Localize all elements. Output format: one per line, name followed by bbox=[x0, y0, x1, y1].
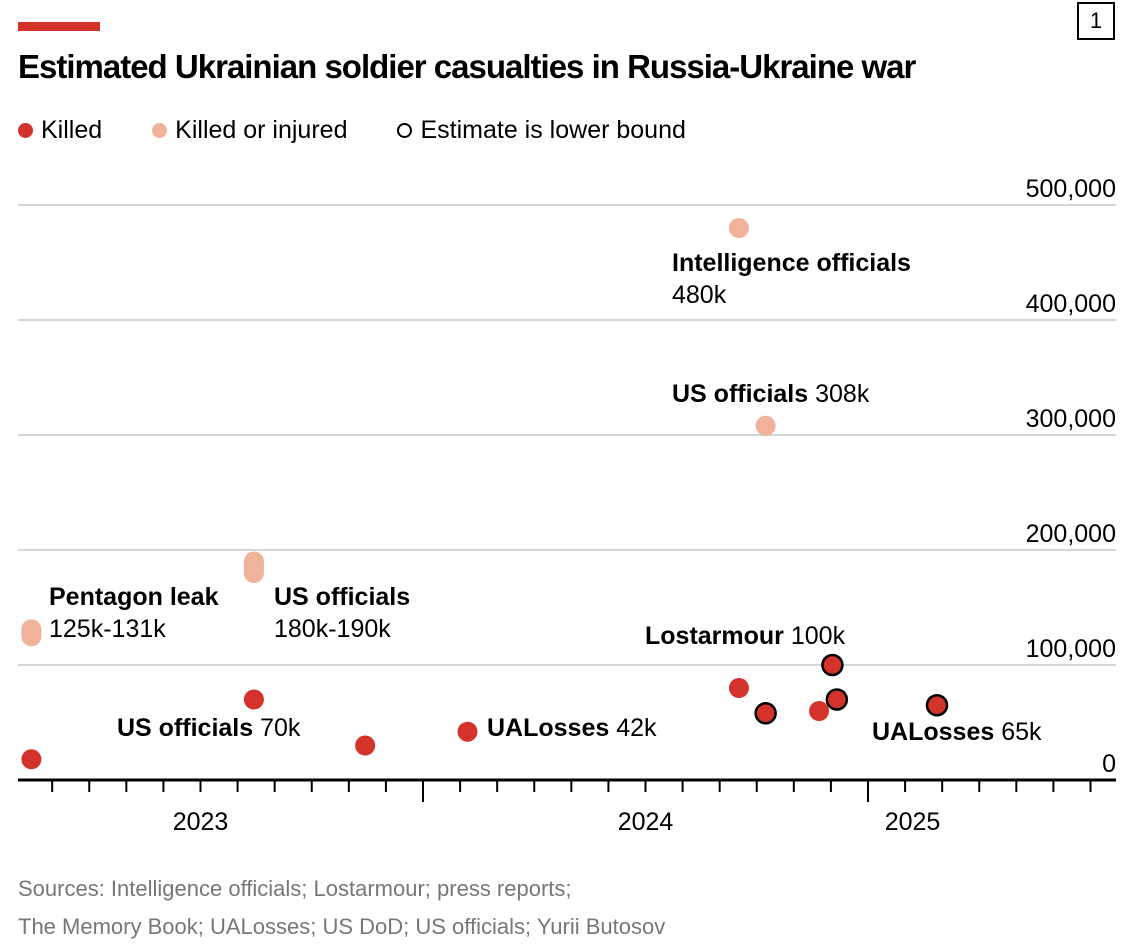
annotation-intelligence: Intelligence officials 480k bbox=[672, 249, 911, 309]
legend-item-injured: Killed or injured bbox=[152, 116, 347, 145]
data-point bbox=[809, 701, 830, 721]
chart-title: Estimated Ukrainian soldier casualties i… bbox=[18, 48, 916, 85]
annotation-us-officials-308k: US officials 308k bbox=[672, 380, 870, 408]
legend-label: Killed or injured bbox=[175, 116, 348, 144]
x-tick-label: 2024 bbox=[618, 808, 674, 836]
data-point bbox=[21, 749, 42, 770]
legend-item-lower-bound: Estimate is lower bound bbox=[397, 116, 686, 145]
data-point bbox=[355, 735, 376, 756]
injured-dot-icon bbox=[152, 123, 168, 138]
sources-note: Sources: Intelligence officials; Lostarm… bbox=[18, 876, 666, 939]
y-tick-label: 400,000 bbox=[1026, 290, 1116, 318]
data-point bbox=[728, 678, 749, 698]
annotation-us-officials-180k: US officials 180k-190k bbox=[274, 583, 411, 643]
x-tick-label: 2023 bbox=[173, 808, 229, 836]
annotation-lostarmour: Lostarmour 100k bbox=[645, 622, 846, 650]
legend-item-killed: Killed bbox=[18, 116, 102, 145]
legend: Killed Killed or injured Estimate is low… bbox=[18, 116, 736, 145]
accent-bar bbox=[18, 22, 100, 31]
data-point bbox=[457, 721, 478, 742]
annotation-us-officials-70k: US officials 70k bbox=[117, 714, 301, 742]
data-point bbox=[728, 218, 749, 238]
y-tick-label: 500,000 bbox=[1026, 175, 1116, 203]
legend-label: Estimate is lower bound bbox=[420, 116, 686, 144]
data-point-lower-bound bbox=[754, 702, 777, 725]
legend-label: Killed bbox=[41, 116, 103, 144]
data-point bbox=[755, 415, 776, 436]
outline-dot-icon bbox=[397, 123, 413, 138]
data-point-lower-bound bbox=[821, 653, 844, 677]
annotation-ualosses-65k: UALosses 65k bbox=[872, 718, 1042, 746]
killed-dot-icon bbox=[18, 123, 33, 138]
chart-number-badge: 1 bbox=[1077, 2, 1115, 40]
y-tick-label: 0 bbox=[1102, 750, 1116, 778]
data-point-lower-bound bbox=[925, 694, 949, 717]
x-tick-label: 2025 bbox=[885, 808, 941, 836]
annotation-pentagon-leak: Pentagon leak 125k-131k bbox=[49, 583, 219, 643]
y-tick-label: 200,000 bbox=[1026, 520, 1116, 548]
data-point-lower-bound bbox=[825, 688, 849, 711]
y-tick-label: 100,000 bbox=[1026, 635, 1116, 663]
data-point bbox=[243, 689, 264, 710]
annotation-ualosses-42k: UALosses 42k bbox=[487, 714, 657, 742]
y-tick-label: 300,000 bbox=[1026, 405, 1116, 433]
